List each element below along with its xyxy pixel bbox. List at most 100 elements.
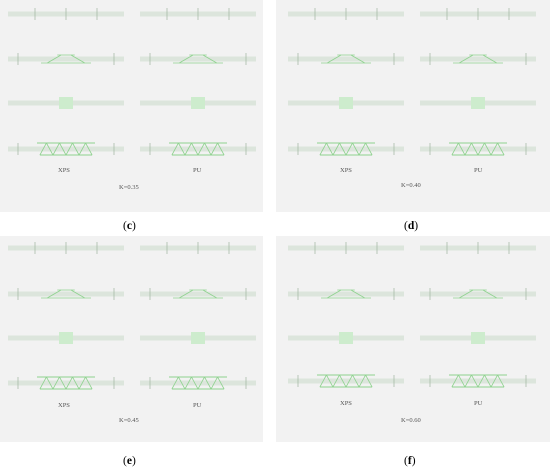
panel-c-figure: [0, 0, 263, 212]
panel-c-xps-truss-web: [46, 142, 54, 156]
panel-d-xps-truss-web: [319, 142, 327, 156]
panel-f-pu-truss-web: [471, 374, 479, 388]
panel-c-xps-truss-web: [52, 142, 60, 156]
panel-e-caption: (e): [123, 455, 136, 467]
panel-c-pu-beam-4: [140, 146, 256, 152]
panel-e-xps-label: XPS: [58, 402, 70, 409]
panel-d-pu-truss-web: [458, 142, 466, 156]
panel-c-xps-block: [59, 97, 73, 109]
panel-f-xps-truss-web: [352, 374, 360, 388]
panel-d-pu-wedge-diagonal: [482, 54, 497, 64]
panel-d-pu-truss-web: [484, 142, 492, 156]
panel-c-xps-truss-web: [72, 142, 80, 156]
panel-d-xps-beam-2: [288, 56, 404, 62]
panel-d-xps-block: [339, 97, 353, 109]
panel-f-pu-wedge-diagonal: [459, 289, 474, 299]
panel-e-pu-truss-web: [204, 376, 212, 390]
panel-d-xps-truss-web: [365, 142, 373, 156]
panel-c-pu-block: [191, 97, 205, 109]
panel-c-pu-truss-web: [171, 142, 179, 156]
panel-d-xps-truss-web: [358, 142, 366, 156]
panel-e-pu-wedge-diagonal: [179, 289, 194, 299]
panel-e-pu-truss-web: [210, 376, 218, 390]
panel-c-xps-truss-web: [65, 142, 73, 156]
panel-d-caption: (d): [404, 220, 419, 232]
panel-f-xps-beam-2: [288, 291, 404, 297]
panel-e-pu-beam-2: [140, 291, 256, 297]
panel-f-pu-truss-web: [477, 374, 485, 388]
panel-f-pu-truss-web: [484, 374, 492, 388]
panel-e-pu-truss-web: [197, 376, 205, 390]
panel-e-pu-label: PU: [193, 402, 202, 409]
panel-f-pu-truss-web: [497, 374, 505, 388]
panel-e-pu-beam-4: [140, 380, 256, 386]
panel-e-pu-truss-web: [191, 376, 199, 390]
panel-c-xps-beam-4: [8, 146, 124, 152]
panel-d-xps-truss-web: [352, 142, 360, 156]
panel-e-xps-beam-2: [8, 291, 124, 297]
panel-f-xps-truss-web: [365, 374, 373, 388]
panel-e-xps-wedge-diagonal: [47, 289, 62, 299]
panel-f-xps-block: [339, 332, 353, 344]
panel-c-xps-truss-web: [39, 142, 47, 156]
panel-e-xps-truss-web: [65, 376, 73, 390]
panel-d-pu-truss-web: [490, 142, 498, 156]
panel-c-pu-truss-web: [191, 142, 199, 156]
panel-c-xps-truss-web: [59, 142, 67, 156]
panel-f-xps-label: XPS: [340, 400, 352, 407]
panel-e-xps-truss-web: [78, 376, 86, 390]
panel-c-pu-wedge-diagonal: [202, 54, 217, 64]
panel-d-xps-wedge-diagonal: [350, 54, 365, 64]
panel-f-pu-wedge-diagonal: [482, 289, 497, 299]
panel-d-xps-truss-web: [332, 142, 340, 156]
panel-f-pu-truss-web: [490, 374, 498, 388]
panel-f-xps-truss-web: [319, 374, 327, 388]
panel-d-pu-block: [471, 97, 485, 109]
panel-d-pu-truss-web: [451, 142, 459, 156]
panel-e-pu-truss-web: [184, 376, 192, 390]
panel-e-xps-truss-web: [85, 376, 93, 390]
panel-c-pu-truss-web: [197, 142, 205, 156]
panel-c-xps-beam-2: [8, 56, 124, 62]
panel-f-xps-truss-web: [358, 374, 366, 388]
panel-d-xps-truss-web: [326, 142, 334, 156]
panel-d-pu-truss-web: [497, 142, 505, 156]
panel-f-xps-truss-web: [345, 374, 353, 388]
panel-d-xps-beam-4: [288, 146, 404, 152]
panel-e-k-label: K=0.45: [119, 417, 139, 424]
panel-c-k-label: K=0.35: [119, 184, 139, 191]
panel-c-pu-label: PU: [193, 167, 202, 174]
panel-c-xps-truss-web: [85, 142, 93, 156]
panel-d-pu-truss-web: [471, 142, 479, 156]
panel-f-xps-truss-web: [326, 374, 334, 388]
panel-e-xps-truss-web: [52, 376, 60, 390]
panel-c-xps-label: XPS: [58, 167, 70, 174]
panel-c-pu-truss-web: [217, 142, 225, 156]
panel-c-pu-beam-2: [140, 56, 256, 62]
panel-e-xps-truss-web: [39, 376, 47, 390]
panel-c-pu-truss-web: [184, 142, 192, 156]
panel-d-pu-beam-4: [420, 146, 536, 152]
panel-f-pu-block: [471, 332, 485, 344]
panel-f-k-label: K=0.60: [401, 417, 421, 424]
panel-d-pu-truss-web: [477, 142, 485, 156]
panel-c-xps-wedge-diagonal: [70, 54, 85, 64]
panel-d-xps-label: XPS: [340, 167, 352, 174]
panel-e-pu-truss-web: [171, 376, 179, 390]
panel-c-xps-wedge-diagonal: [47, 54, 62, 64]
panel-d-k-label: K=0.40: [401, 182, 421, 189]
panel-d-pu-beam-2: [420, 56, 536, 62]
panel-d-xps-truss-web: [339, 142, 347, 156]
panel-f-pu-truss-web: [464, 374, 472, 388]
panel-f-xps-beam-4: [288, 378, 404, 384]
panel-d-pu-wedge-diagonal: [459, 54, 474, 64]
panel-c-pu-truss-web: [178, 142, 186, 156]
panel-e-pu-wedge-diagonal: [202, 289, 217, 299]
panel-f-xps-wedge-diagonal: [327, 289, 342, 299]
panel-e-xps-truss-web: [46, 376, 54, 390]
panel-d-pu-truss-web: [464, 142, 472, 156]
panel-d-pu-label: PU: [474, 167, 483, 174]
panel-e-xps-truss-web: [59, 376, 67, 390]
panel-c-pu-wedge-diagonal: [179, 54, 194, 64]
